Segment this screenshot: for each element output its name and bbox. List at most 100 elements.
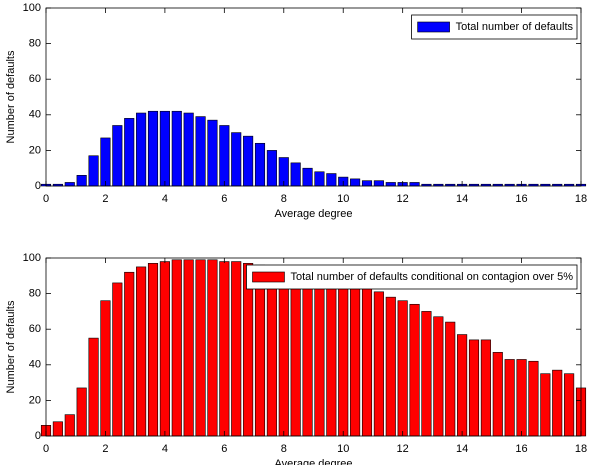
bar xyxy=(361,180,373,187)
y-tick-label: 80 xyxy=(29,288,41,300)
bar xyxy=(326,173,337,187)
y-tick-label: 100 xyxy=(23,2,41,14)
legend: Total number of defaults conditional on … xyxy=(246,264,578,290)
bar xyxy=(302,167,313,187)
bar xyxy=(183,112,194,187)
bar xyxy=(564,373,575,437)
y-tick-label: 60 xyxy=(29,323,41,335)
bar xyxy=(112,125,123,187)
x-tick-label: 16 xyxy=(515,193,527,205)
bar xyxy=(88,337,99,437)
bar xyxy=(147,110,159,187)
bar xyxy=(361,286,373,437)
y-tick-label: 20 xyxy=(29,144,41,156)
legend-swatch xyxy=(252,271,285,283)
legend-label: Total number of defaults xyxy=(456,21,574,33)
x-tick-label: 18 xyxy=(575,443,587,455)
bar xyxy=(124,118,135,187)
bar xyxy=(445,321,456,437)
bar xyxy=(100,137,111,187)
bar xyxy=(52,421,63,437)
bar xyxy=(183,259,194,437)
bar xyxy=(231,261,242,437)
bar xyxy=(326,280,337,437)
bar xyxy=(266,150,277,187)
legend-swatch xyxy=(417,21,450,33)
bar xyxy=(516,359,527,437)
bar xyxy=(171,259,182,437)
x-tick-label: 14 xyxy=(456,443,468,455)
x-tick-label: 6 xyxy=(221,443,227,455)
bar xyxy=(76,175,87,187)
bar xyxy=(290,271,301,437)
bar xyxy=(100,300,111,437)
y-tick-label: 60 xyxy=(29,73,41,85)
x-tick-label: 12 xyxy=(397,193,409,205)
y-tick-label: 0 xyxy=(35,180,41,192)
plot: 0 2 4 6 8 10 12 14 16 18 0 20 40 60 80 100 Average degre… xyxy=(5,2,587,220)
bar xyxy=(350,178,361,187)
x-tick-label: 10 xyxy=(337,193,349,205)
axes-frame xyxy=(45,257,582,437)
x-tick-label: 10 xyxy=(337,443,349,455)
bar xyxy=(171,110,182,187)
bar xyxy=(231,132,242,187)
bar xyxy=(207,119,218,187)
x-tick-label: 8 xyxy=(281,443,287,455)
x-tick-label: 0 xyxy=(43,443,49,455)
bar xyxy=(278,268,289,437)
bar xyxy=(504,359,515,437)
bar xyxy=(124,271,135,437)
legend-label: Total number of defaults conditional on … xyxy=(290,271,573,283)
bar xyxy=(373,291,384,437)
bar xyxy=(314,171,325,187)
x-tick-label: 4 xyxy=(162,193,168,205)
bar xyxy=(88,155,99,187)
bar xyxy=(112,282,123,437)
y-tick-label: 20 xyxy=(29,394,41,406)
bar xyxy=(195,116,206,187)
bar xyxy=(254,264,266,437)
x-tick-label: 0 xyxy=(43,193,49,205)
bar xyxy=(290,162,301,187)
bar xyxy=(397,300,408,437)
x-tick-label: 8 xyxy=(281,193,287,205)
bar xyxy=(219,125,230,187)
bar xyxy=(314,279,325,437)
bar xyxy=(409,303,420,437)
bar xyxy=(480,339,491,437)
y-tick-label: 100 xyxy=(23,252,41,264)
y-axis-label: Number of defaults xyxy=(5,50,17,143)
bar xyxy=(350,284,361,437)
bar xyxy=(207,259,218,437)
bar xyxy=(64,182,75,187)
bar xyxy=(219,261,230,437)
bar xyxy=(552,369,563,437)
y-tick-label: 80 xyxy=(29,38,41,50)
y-tick-label: 0 xyxy=(35,430,41,442)
x-axis-label: Average degree xyxy=(274,208,352,220)
plot: 0 2 4 6 8 10 12 14 16 18 0 20 40 60 80 100 Average degre… xyxy=(5,252,587,465)
bar xyxy=(421,311,432,437)
bar xyxy=(254,142,266,187)
bar xyxy=(433,316,444,437)
y-tick-label: 40 xyxy=(29,109,41,121)
bar xyxy=(64,414,75,437)
bar xyxy=(243,135,254,187)
bar xyxy=(468,339,480,437)
x-tick-label: 18 xyxy=(575,193,587,205)
bar xyxy=(338,282,349,437)
bar xyxy=(457,334,468,437)
x-tick-label: 14 xyxy=(456,193,468,205)
bar xyxy=(385,296,396,437)
x-tick-label: 4 xyxy=(162,443,168,455)
bar xyxy=(540,373,551,437)
bar xyxy=(159,261,170,437)
bar xyxy=(528,360,539,437)
bar xyxy=(195,259,206,437)
bar xyxy=(302,275,313,437)
y-axis-label: Number of defaults xyxy=(5,300,17,393)
x-tick-label: 2 xyxy=(102,443,108,455)
legend-box xyxy=(246,264,578,290)
